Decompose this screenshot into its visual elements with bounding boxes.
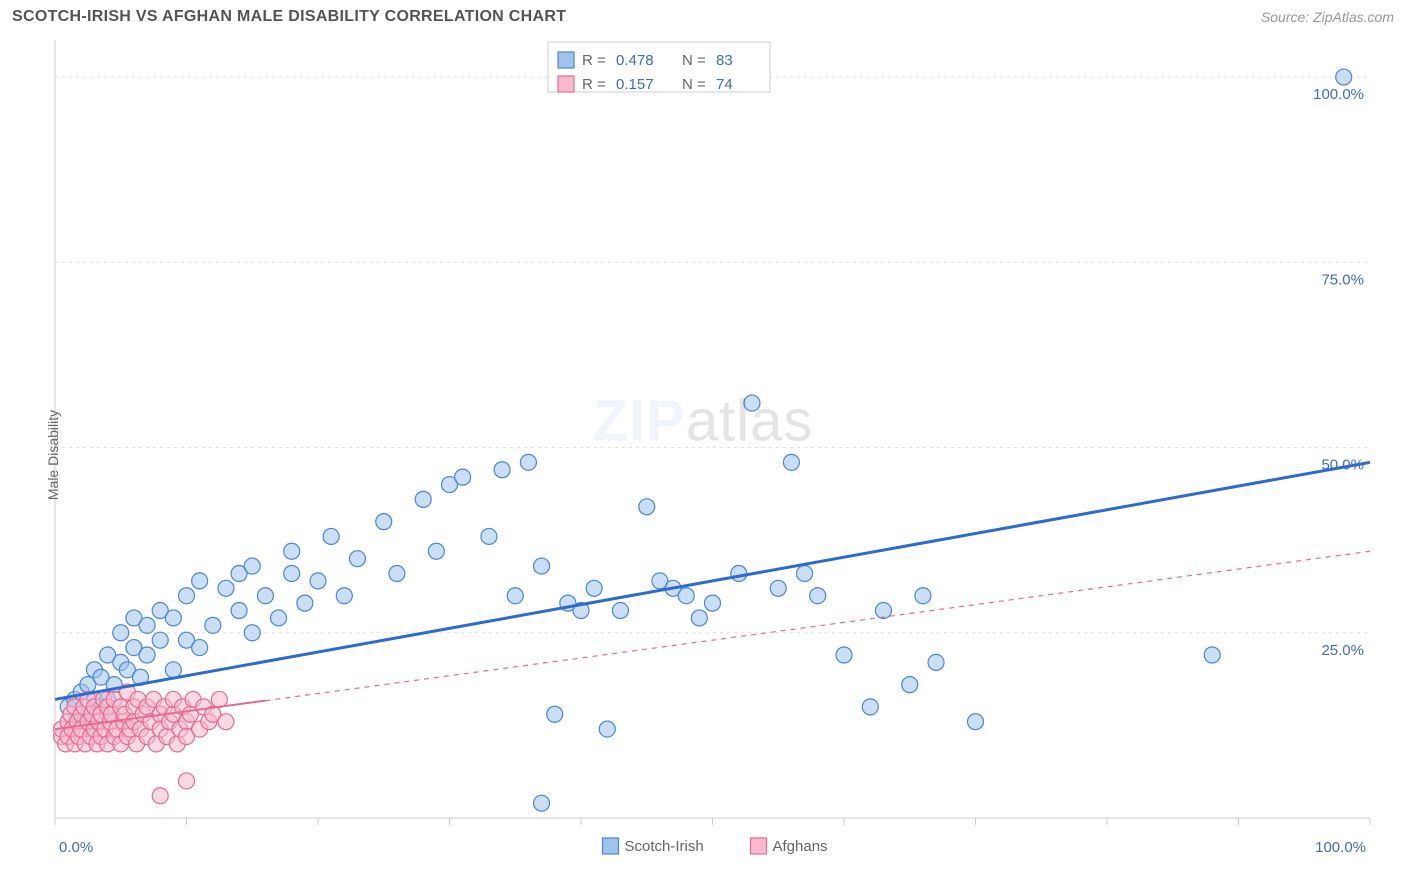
svg-text:R =: R =: [582, 76, 606, 93]
scatter-chart: 25.0%50.0%75.0%100.0%0.0%100.0%R =0.478N…: [0, 30, 1406, 880]
svg-text:74: 74: [716, 76, 733, 93]
svg-text:83: 83: [716, 52, 733, 69]
svg-text:25.0%: 25.0%: [1321, 642, 1364, 659]
chart-title: SCOTCH-IRISH VS AFGHAN MALE DISABILITY C…: [12, 8, 566, 26]
y-axis-label: Male Disability: [45, 410, 61, 500]
svg-text:R =: R =: [582, 52, 606, 69]
source-label: Source: ZipAtlas.com: [1261, 9, 1394, 25]
svg-text:Afghans: Afghans: [773, 838, 828, 855]
svg-text:100.0%: 100.0%: [1315, 839, 1366, 856]
chart-container: Male Disability ZIPatlas 25.0%50.0%75.0%…: [0, 30, 1406, 880]
svg-text:N =: N =: [682, 76, 706, 93]
svg-text:Scotch-Irish: Scotch-Irish: [625, 838, 704, 855]
svg-text:N =: N =: [682, 52, 706, 69]
svg-text:0.157: 0.157: [616, 76, 654, 93]
svg-text:100.0%: 100.0%: [1313, 86, 1364, 103]
svg-text:0.0%: 0.0%: [59, 839, 93, 856]
svg-text:0.478: 0.478: [616, 52, 654, 69]
svg-text:75.0%: 75.0%: [1321, 271, 1364, 288]
